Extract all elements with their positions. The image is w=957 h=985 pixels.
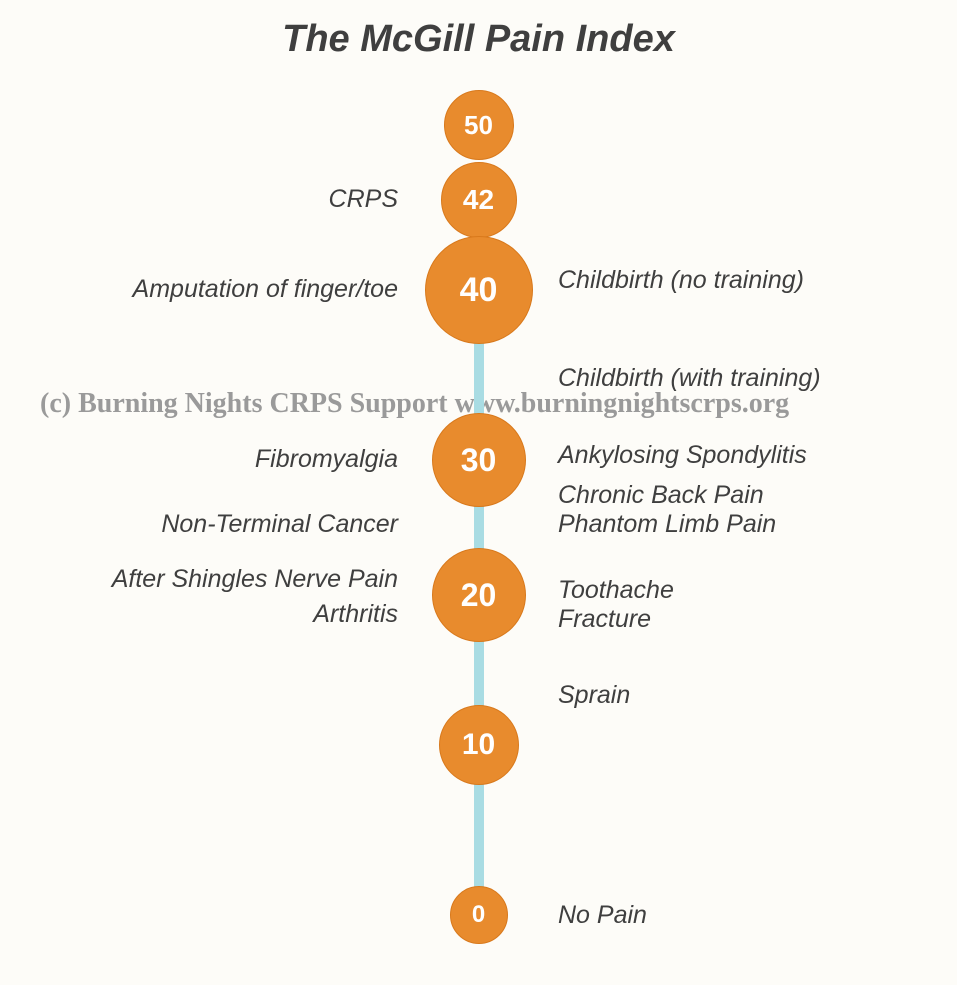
- condition-label-left: Amputation of finger/toe: [133, 275, 398, 304]
- condition-label-right: Sprain: [558, 681, 630, 710]
- watermark-text: (c) Burning Nights CRPS Support www.burn…: [40, 388, 789, 420]
- condition-label-right: Childbirth (with training): [558, 364, 821, 393]
- condition-label-left: Non-Terminal Cancer: [161, 510, 398, 539]
- scale-circle-10: 10: [439, 705, 519, 785]
- pain-index-diagram: The McGill Pain Index (c) Burning Nights…: [0, 0, 957, 985]
- scale-circle-20: 20: [432, 548, 526, 642]
- condition-label-right: No Pain: [558, 901, 647, 930]
- condition-label-left: CRPS: [329, 185, 398, 214]
- diagram-title: The McGill Pain Index: [0, 18, 957, 61]
- condition-label-right: Ankylosing Spondylitis: [558, 441, 807, 470]
- scale-circle-0: 0: [450, 886, 508, 944]
- condition-label-left: After Shingles Nerve Pain: [112, 565, 398, 594]
- condition-label-right: Childbirth (no training): [558, 266, 804, 295]
- scale-circle-50: 50: [444, 90, 514, 160]
- scale-circle-40: 40: [425, 236, 533, 344]
- condition-label-right: ToothacheFracture: [558, 576, 674, 634]
- condition-label-left: Fibromyalgia: [255, 445, 398, 474]
- scale-circle-42: 42: [441, 162, 517, 238]
- scale-circle-30: 30: [432, 413, 526, 507]
- condition-label-right: Chronic Back PainPhantom Limb Pain: [558, 481, 776, 539]
- condition-label-left: Arthritis: [313, 600, 398, 629]
